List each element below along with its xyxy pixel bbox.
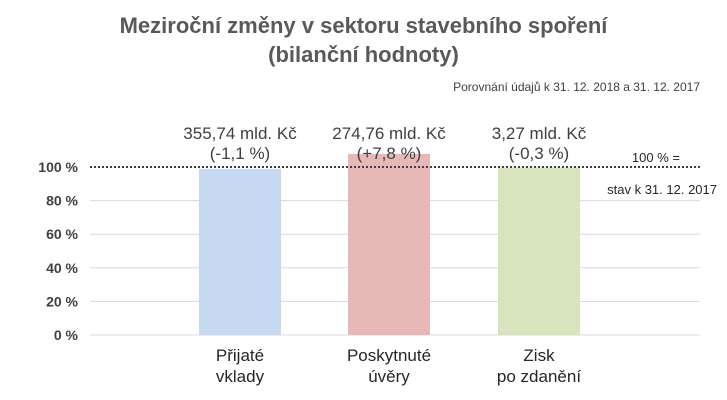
- y-tick-label: 100 %: [38, 159, 78, 175]
- bar: [348, 153, 430, 335]
- reference-label: 100 % =: [632, 150, 680, 165]
- y-tick-label: 0 %: [54, 327, 79, 343]
- x-tick-label: Zisk: [523, 346, 555, 365]
- data-label: 274,76 mld. Kč: [332, 124, 446, 143]
- x-tick-label: vklady: [216, 367, 265, 386]
- bar: [498, 167, 580, 335]
- data-label: 355,74 mld. Kč: [183, 124, 297, 143]
- chart-title-line-1: Meziroční změny v sektoru stavebního spo…: [119, 13, 608, 38]
- y-tick-label: 80 %: [46, 193, 78, 209]
- data-label: (-0,3 %): [509, 144, 569, 163]
- data-label: (+7,8 %): [357, 144, 422, 163]
- bar: [199, 168, 281, 335]
- chart-subtitle: Porovnání údajů k 31. 12. 2018 a 31. 12.…: [453, 80, 700, 94]
- x-tick-label: úvěry: [368, 367, 410, 386]
- x-tick-label: Přijaté: [216, 346, 264, 365]
- y-tick-label: 20 %: [46, 293, 78, 309]
- chart-title-line-2: (bilanční hodnoty): [268, 42, 459, 67]
- x-tick-label: po zdanění: [497, 367, 581, 386]
- data-label: (-1,1 %): [210, 144, 270, 163]
- y-tick-label: 60 %: [46, 226, 78, 242]
- y-tick-label: 40 %: [46, 260, 78, 276]
- reference-label: stav k 31. 12. 2017: [607, 182, 717, 197]
- data-label: 3,27 mld. Kč: [492, 124, 587, 143]
- x-tick-label: Poskytnuté: [347, 346, 431, 365]
